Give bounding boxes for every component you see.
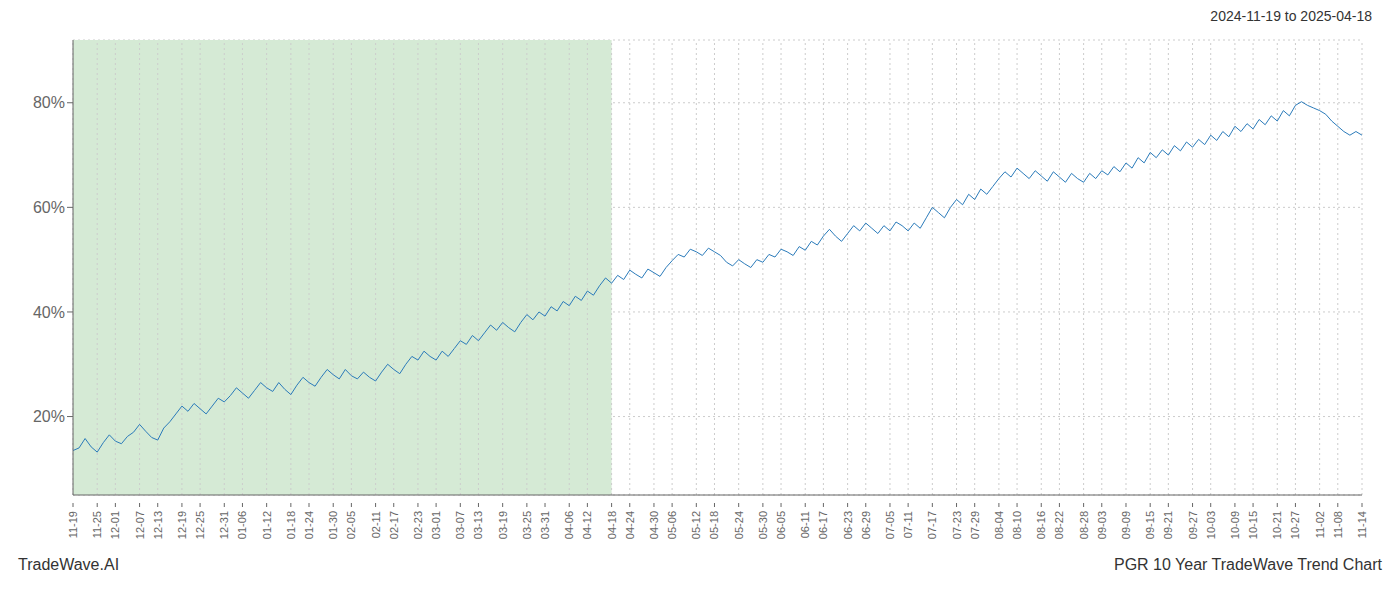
svg-text:08-16: 08-16	[1035, 511, 1047, 539]
svg-text:07-17: 07-17	[926, 511, 938, 539]
svg-text:03-31: 03-31	[539, 511, 551, 539]
svg-text:10-03: 10-03	[1205, 511, 1217, 539]
svg-text:08-28: 08-28	[1078, 511, 1090, 539]
svg-text:09-03: 09-03	[1096, 511, 1108, 539]
svg-text:03-07: 03-07	[454, 511, 466, 539]
svg-text:60%: 60%	[33, 199, 65, 216]
svg-text:07-23: 07-23	[951, 511, 963, 539]
svg-text:06-11: 06-11	[799, 511, 811, 538]
svg-text:09-15: 09-15	[1144, 511, 1156, 539]
svg-text:11-08: 11-08	[1332, 511, 1344, 538]
svg-text:02-17: 02-17	[388, 511, 400, 539]
svg-text:03-25: 03-25	[521, 511, 533, 539]
svg-text:12-01: 12-01	[109, 511, 121, 539]
svg-text:06-05: 06-05	[775, 511, 787, 539]
svg-text:10-27: 10-27	[1289, 511, 1301, 539]
svg-text:20%: 20%	[33, 408, 65, 425]
svg-text:08-10: 08-10	[1011, 511, 1023, 539]
svg-text:03-01: 03-01	[430, 511, 442, 539]
svg-text:04-06: 04-06	[563, 511, 575, 539]
svg-text:06-17: 06-17	[817, 511, 829, 539]
svg-text:05-24: 05-24	[733, 511, 745, 539]
svg-text:06-29: 06-29	[860, 511, 872, 539]
svg-text:02-23: 02-23	[412, 511, 424, 539]
svg-text:09-09: 09-09	[1120, 511, 1132, 539]
html-text:TradeWave.AI: TradeWave.AI	[18, 556, 120, 573]
svg-text:12-07: 12-07	[134, 511, 146, 539]
svg-text:01-24: 01-24	[303, 511, 315, 539]
svg-text:40%: 40%	[33, 304, 65, 321]
svg-text:10-15: 10-15	[1247, 511, 1259, 539]
html-text:PGR 10 Year TradeWave Trend Ch: PGR 10 Year TradeWave Trend Chart	[1114, 556, 1382, 573]
svg-text:02-05: 02-05	[345, 511, 357, 539]
svg-text:02-11: 02-11	[370, 511, 382, 538]
svg-text:08-22: 08-22	[1053, 511, 1065, 539]
svg-text:12-25: 12-25	[194, 511, 206, 539]
svg-text:07-11: 07-11	[902, 511, 914, 538]
svg-text:12-13: 12-13	[152, 511, 164, 539]
svg-text:80%: 80%	[33, 94, 65, 111]
svg-text:07-29: 07-29	[969, 511, 981, 539]
svg-text:11-19: 11-19	[67, 511, 79, 538]
svg-text:10-21: 10-21	[1271, 511, 1283, 539]
svg-text:01-30: 01-30	[327, 511, 339, 539]
svg-text:04-12: 04-12	[581, 511, 593, 539]
svg-text:07-05: 07-05	[884, 511, 896, 539]
svg-text:12-19: 12-19	[176, 511, 188, 539]
svg-text:12-31: 12-31	[218, 511, 230, 539]
svg-text:03-19: 03-19	[497, 511, 509, 539]
html-text:2024-11-19 to 2025-04-18: 2024-11-19 to 2025-04-18	[1210, 8, 1372, 24]
svg-text:09-21: 09-21	[1162, 511, 1174, 539]
svg-text:05-06: 05-06	[666, 511, 678, 539]
svg-text:05-18: 05-18	[708, 511, 720, 539]
svg-text:05-30: 05-30	[757, 511, 769, 539]
svg-text:04-30: 04-30	[648, 511, 660, 539]
svg-text:10-09: 10-09	[1229, 511, 1241, 539]
svg-text:09-27: 09-27	[1187, 511, 1199, 539]
svg-text:11-02: 11-02	[1314, 511, 1326, 538]
svg-text:08-04: 08-04	[993, 511, 1005, 539]
svg-text:03-13: 03-13	[472, 511, 484, 539]
svg-text:04-24: 04-24	[624, 511, 636, 539]
svg-text:04-18: 04-18	[606, 511, 618, 539]
svg-text:11-14: 11-14	[1356, 511, 1368, 538]
svg-text:06-23: 06-23	[842, 511, 854, 539]
svg-text:01-12: 01-12	[261, 511, 273, 539]
svg-text:01-06: 01-06	[236, 511, 248, 539]
svg-text:11-25: 11-25	[91, 511, 103, 538]
svg-text:01-18: 01-18	[285, 511, 297, 539]
svg-text:05-12: 05-12	[690, 511, 702, 539]
